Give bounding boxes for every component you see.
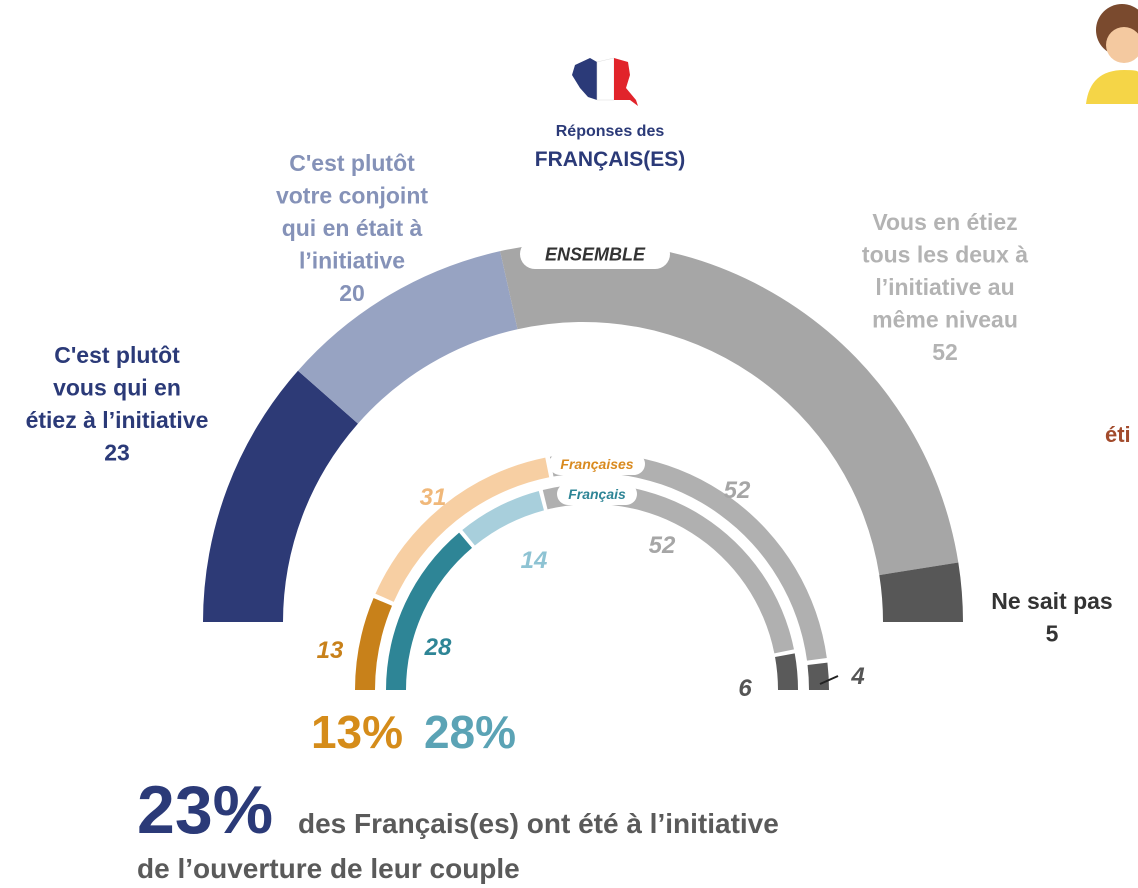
value-label: 4 (850, 663, 864, 690)
footer-line1: des Français(es) ont été à l’initiative (298, 808, 779, 839)
footer-big: 23% (137, 772, 273, 848)
footer-line2: de l’ouverture de leur couple (137, 853, 520, 884)
arc-segment (386, 532, 473, 690)
value-label: 52 (932, 339, 958, 365)
arc-segment (549, 453, 827, 661)
france-flag-map (572, 57, 638, 106)
arc-segment (500, 241, 959, 576)
header-line2: FRANÇAIS(ES) (535, 148, 686, 171)
header-line1: Réponses des (556, 123, 665, 140)
value-label: 52 (724, 477, 751, 504)
value-label: 6 (738, 675, 752, 702)
arc-segment (375, 457, 550, 602)
arc-segment (297, 251, 518, 424)
arc-segment (879, 562, 963, 622)
value-label: 20 (339, 280, 365, 306)
value-label: 52 (649, 532, 676, 559)
highlight: 13% (311, 706, 403, 758)
leader-line (819, 675, 839, 685)
value-label: 14 (521, 547, 548, 574)
value-label: 23 (104, 440, 130, 466)
chart-title: ENSEMBLE (545, 244, 646, 264)
category-label: Ne sait pas (991, 588, 1112, 614)
value-label: 5 (1046, 621, 1059, 647)
category-label: C'est plutôt vous qui en étiez à l’initiat… (26, 342, 209, 433)
category-label: Vous en étiez tous les deux à l’initiative… (862, 209, 1028, 333)
arc-segment (203, 370, 358, 622)
arc-segment (775, 653, 798, 690)
value-label: 31 (420, 484, 447, 511)
highlight: 28% (424, 706, 516, 758)
chart-title: Français (568, 486, 626, 502)
chart-title: Françaises (560, 456, 633, 472)
category-label: C'est plutôt votre conjoint qui en était à… (276, 150, 428, 274)
title-pill (549, 453, 645, 475)
title-pill (520, 239, 670, 269)
arc-segment (462, 490, 544, 546)
title-pill (557, 483, 637, 505)
value-label: 28 (424, 634, 452, 661)
arc-segment (355, 598, 392, 690)
value-label: 13 (317, 637, 344, 664)
arc-segment (542, 483, 794, 654)
avatar (1086, 4, 1138, 104)
arc-segment (807, 662, 829, 690)
side-fragment: éti (1105, 422, 1131, 447)
